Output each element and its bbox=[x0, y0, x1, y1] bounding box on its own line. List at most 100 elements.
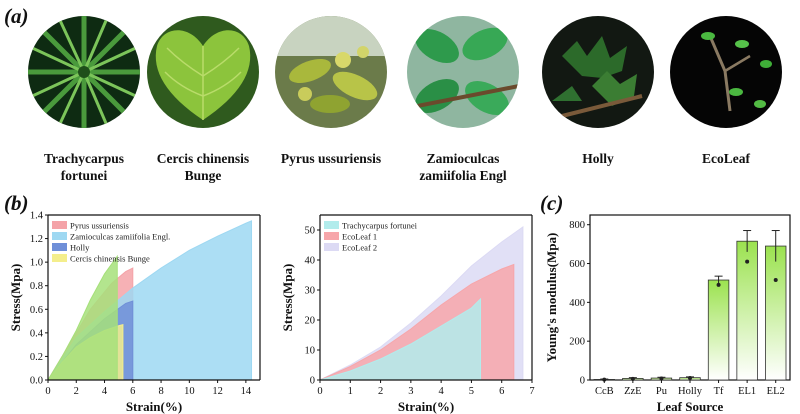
caption-line: zamiifolia Engl bbox=[419, 168, 507, 183]
legend-swatch bbox=[324, 243, 339, 251]
y-tick-label: 600 bbox=[569, 259, 585, 270]
legend-label: Zamioculcas zamiifolia Engl. bbox=[70, 232, 170, 242]
legend-swatch bbox=[52, 243, 67, 251]
y-tick-label: 40 bbox=[305, 256, 316, 267]
legend-label: Pyrus ussuriensis bbox=[70, 221, 129, 231]
x-tick-label: 2 bbox=[378, 386, 383, 397]
heart-leaf-photo bbox=[147, 16, 259, 128]
x-tick-label: Pu bbox=[656, 386, 668, 397]
x-tick-label: Tf bbox=[714, 386, 724, 397]
y-tick-label: 400 bbox=[569, 298, 585, 309]
x-tick-label: EL2 bbox=[767, 386, 785, 397]
panel-a-label: (a) bbox=[4, 4, 29, 28]
y-axis-label: Young's modulus(Mpa) bbox=[544, 233, 559, 363]
y-tick-label: 0.6 bbox=[30, 305, 43, 316]
palm-leaf-photo bbox=[28, 16, 140, 128]
x-tick-label: 0 bbox=[45, 386, 50, 397]
x-tick-label: 4 bbox=[102, 386, 108, 397]
x-tick-label: 10 bbox=[184, 386, 195, 397]
y-tick-label: 0.0 bbox=[30, 376, 43, 387]
x-tick-label: 6 bbox=[130, 386, 135, 397]
panel-c-label: (c) bbox=[540, 191, 564, 215]
bar-EL2 bbox=[765, 245, 787, 381]
caption-zamioculcas: Zamioculcas zamiifolia Engl bbox=[393, 150, 533, 184]
y-tick-label: 1.2 bbox=[30, 234, 43, 245]
caption-holly: Holly bbox=[528, 150, 668, 167]
x-tick-label: 7 bbox=[529, 386, 534, 397]
x-tick-label: 6 bbox=[499, 386, 504, 397]
legend-label: EcoLeaf 2 bbox=[342, 243, 377, 253]
y-tick-label: 0 bbox=[580, 376, 585, 387]
y-tick-label: 0.2 bbox=[30, 352, 43, 363]
y-tick-label: 10 bbox=[305, 346, 316, 357]
x-tick-label: 8 bbox=[158, 386, 163, 397]
plot-frame bbox=[589, 214, 791, 381]
y-tick-label: 0 bbox=[310, 376, 315, 387]
x-tick-label: 2 bbox=[74, 386, 79, 397]
x-axis-label: Strain(%) bbox=[126, 399, 182, 414]
x-axis-label: Strain(%) bbox=[398, 399, 454, 414]
y-tick-label: 800 bbox=[569, 220, 585, 231]
caption-line: Holly bbox=[582, 151, 614, 166]
x-tick-label: 12 bbox=[212, 386, 223, 397]
caption-line: Trachycarpus bbox=[44, 151, 124, 166]
caption-line: Pyrus ussuriensis bbox=[280, 151, 382, 166]
legend-swatch bbox=[52, 254, 67, 262]
series-area-4 bbox=[47, 254, 118, 381]
data-point bbox=[630, 376, 635, 381]
caption-cercis: Cercis chinensis Bunge bbox=[133, 150, 273, 184]
caption-line: Zamioculcas bbox=[426, 151, 500, 166]
youngs-modulus-chart: CcB ZzE Pu Holly Tf EL1 EL2 0 200 400 600 800 Leaf S… bbox=[544, 214, 791, 414]
x-tick-label: 4 bbox=[439, 386, 445, 397]
legend-swatch bbox=[52, 221, 67, 229]
y-tick-label: 0.4 bbox=[30, 328, 44, 339]
x-axis-label: Leaf Source bbox=[657, 399, 724, 414]
stress-strain-chart-left: 0 2 4 6 8 10 12 14 0.0 0.2 0.4 0.6 0.8 1.0 1.2 1.4 Strai… bbox=[8, 211, 261, 414]
pear-branch-photo bbox=[275, 16, 387, 128]
x-tick-label: 14 bbox=[241, 386, 252, 397]
caption-trachycarpus: Trachycarpus fortunei bbox=[14, 150, 154, 184]
y-tick-label: 1.4 bbox=[30, 211, 44, 222]
x-tick-label: 1 bbox=[348, 386, 353, 397]
legend-label: Trachycarpus fortunei bbox=[342, 221, 418, 231]
y-tick-label: 50 bbox=[305, 226, 316, 237]
legend-label: EcoLeaf 1 bbox=[342, 232, 377, 242]
legend-label: Cercis chinensis Bunge bbox=[70, 254, 150, 264]
legend-swatch bbox=[324, 232, 339, 240]
x-tick-label: 5 bbox=[469, 386, 474, 397]
y-tick-label: 0.8 bbox=[30, 281, 43, 292]
data-point bbox=[688, 376, 692, 381]
x-tick-label: Holly bbox=[678, 386, 703, 397]
y-tick-label: 1.0 bbox=[30, 258, 43, 269]
x-tick-label: ZzE bbox=[624, 386, 642, 397]
y-tick-label: 20 bbox=[305, 316, 316, 327]
caption-ecoleaf: EcoLeaf bbox=[656, 150, 796, 167]
data-point bbox=[716, 282, 721, 287]
ecoleaf-photo bbox=[670, 16, 782, 128]
legend-label: Holly bbox=[70, 243, 90, 253]
caption-line: Cercis chinensis bbox=[156, 151, 250, 166]
y-axis-label: Stress(Mpa) bbox=[280, 264, 295, 332]
data-point bbox=[659, 376, 664, 381]
panel-b-label: (b) bbox=[4, 191, 29, 215]
x-tick-label: EL1 bbox=[738, 386, 756, 397]
caption-line: Bunge bbox=[184, 168, 222, 183]
bar-Tf bbox=[707, 279, 730, 381]
stress-strain-chart-right: 0 1 2 3 4 5 6 7 0 10 20 30 40 50 Strain(%) Stress(Mpa) T… bbox=[280, 214, 535, 414]
data-point bbox=[773, 278, 778, 283]
caption-pyrus: Pyrus ussuriensis bbox=[261, 150, 401, 167]
data-point bbox=[745, 259, 750, 264]
legend-swatch bbox=[52, 232, 67, 240]
caption-line: fortunei bbox=[60, 168, 108, 183]
x-tick-label: 0 bbox=[317, 386, 322, 397]
data-point bbox=[602, 377, 607, 382]
y-tick-label: 30 bbox=[305, 286, 316, 297]
y-tick-label: 200 bbox=[569, 337, 585, 348]
zz-plant-photo bbox=[407, 16, 519, 128]
series-area-2 bbox=[319, 297, 482, 381]
legend-swatch bbox=[324, 221, 339, 229]
x-tick-label: CcB bbox=[595, 386, 614, 397]
holly-leaf-photo bbox=[542, 16, 654, 128]
x-tick-label: 3 bbox=[408, 386, 413, 397]
y-axis-label: Stress(Mpa) bbox=[8, 264, 23, 332]
